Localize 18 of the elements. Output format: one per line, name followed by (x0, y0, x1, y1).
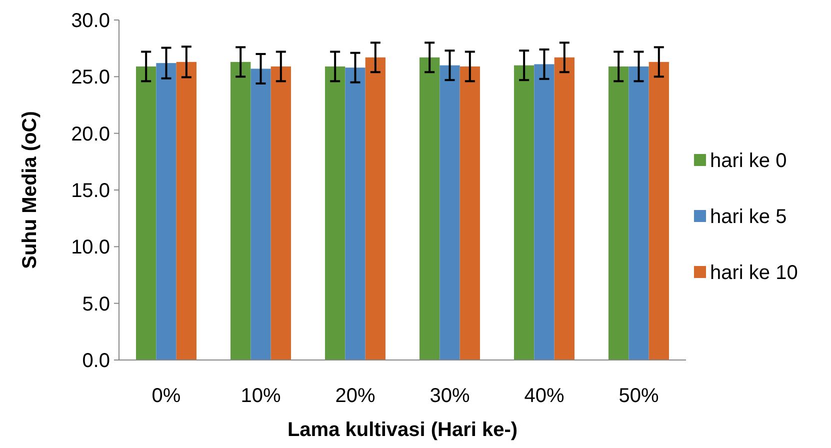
y-tick-label: 30.0 (71, 10, 110, 32)
x-tick-label: 20% (335, 385, 376, 407)
y-tick-label: 25.0 (71, 66, 110, 89)
y-axis-title: Suhu Media (oC) (19, 111, 41, 269)
y-tick-label: 15.0 (71, 180, 110, 202)
y-tick-label: 0.0 (82, 350, 110, 372)
legend-label: hari ke 0 (710, 150, 787, 172)
x-tick-label: 50% (618, 385, 659, 407)
x-tick-label: 0% (152, 385, 181, 407)
x-axis-title: Lama kultivasi (Hari ke-) (287, 419, 518, 441)
legend-label: hari ke 5 (710, 206, 787, 228)
y-tick-label: 10.0 (71, 236, 110, 259)
x-tick-label: 10% (240, 385, 281, 407)
x-tick-label: 40% (524, 385, 564, 407)
x-tick-label: 30% (430, 385, 470, 407)
y-tick-label: 5.0 (82, 293, 110, 316)
y-tick-label: 20.0 (71, 123, 110, 146)
legend-label: hari ke 10 (710, 262, 798, 284)
